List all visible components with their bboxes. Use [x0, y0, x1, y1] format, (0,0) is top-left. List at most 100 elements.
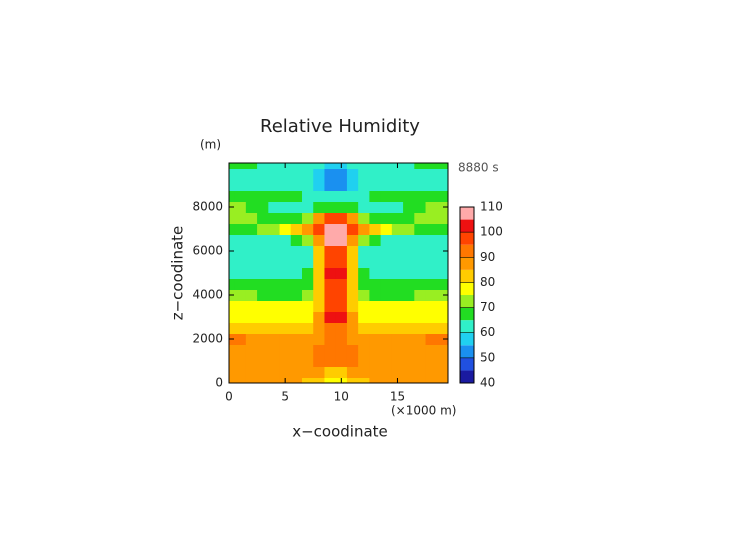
contour-cell — [436, 267, 449, 279]
contour-cell — [302, 168, 314, 180]
contour-cell — [335, 234, 348, 246]
contour-cell — [229, 223, 236, 235]
contour-cell — [425, 322, 438, 334]
contour-cell — [290, 212, 303, 224]
contour-cell — [268, 267, 281, 279]
contour-cell — [414, 333, 427, 345]
contour-cell — [313, 179, 325, 191]
contour-cell — [346, 256, 359, 268]
contour-cell — [268, 179, 281, 191]
contour-cell — [302, 322, 314, 334]
contour-cell — [369, 366, 382, 378]
contour-cell — [257, 245, 269, 257]
contour-cell — [302, 366, 314, 378]
contour-cell — [414, 278, 427, 290]
contour-cell — [369, 355, 382, 367]
contour-cell — [313, 234, 325, 246]
contour-cell — [335, 212, 348, 224]
contour-cell — [358, 311, 370, 323]
contour-cell — [436, 333, 449, 345]
colorbar-segment — [460, 332, 474, 346]
contour-cell — [279, 168, 292, 180]
contour-cell — [403, 212, 415, 224]
contour-cell — [245, 179, 258, 191]
contour-cell — [414, 289, 427, 301]
contour-cell — [358, 190, 370, 202]
y-axis-label: z−coodinate — [169, 226, 187, 321]
contour-cell — [324, 300, 337, 312]
contour-cell — [290, 223, 303, 235]
contour-cell — [346, 300, 359, 312]
contour-cell — [425, 223, 438, 235]
contour-cell — [279, 179, 292, 191]
colorbar-segment — [460, 345, 474, 358]
colorbar-tick-label: 100 — [480, 225, 503, 239]
x-tick-label: 5 — [281, 390, 289, 404]
contour-cell — [229, 163, 236, 169]
contour-cell — [290, 168, 303, 180]
contour-cell — [436, 245, 449, 257]
contour-cell — [257, 190, 269, 202]
contour-cell — [257, 168, 269, 180]
contour-cell — [346, 234, 359, 246]
contour-cell — [436, 366, 449, 378]
colorbar-segment — [460, 357, 474, 371]
contour-cell — [425, 278, 438, 290]
contour-cell — [279, 234, 292, 246]
contour-cell — [324, 311, 337, 323]
contour-cell — [369, 344, 382, 356]
contour-cell — [279, 201, 292, 213]
contour-cell — [380, 168, 393, 180]
contour-cell — [358, 377, 370, 384]
contour-cell — [268, 377, 281, 384]
contour-cell — [391, 300, 404, 312]
y-tick-label: 2000 — [192, 332, 223, 346]
contour-cell — [257, 289, 269, 301]
contour-cell — [245, 278, 258, 290]
contour-cell — [245, 355, 258, 367]
contour-cell — [403, 322, 415, 334]
contour-cell — [229, 344, 236, 356]
contour-cell — [313, 163, 325, 169]
contour-cell — [358, 256, 370, 268]
contour-cell — [380, 333, 393, 345]
contour-cell — [425, 245, 438, 257]
contour-cell — [369, 201, 382, 213]
contour-cell — [346, 223, 359, 235]
contour-cell — [414, 322, 427, 334]
contour-cell — [369, 245, 382, 257]
contour-cell — [257, 179, 269, 191]
contour-cell — [268, 190, 281, 202]
contour-cell — [257, 355, 269, 367]
contour-cell — [414, 168, 427, 180]
contour-cell — [369, 267, 382, 279]
contour-cell — [335, 355, 348, 367]
contour-cell — [380, 234, 393, 246]
x-axis-label: x−coodinate — [292, 423, 388, 441]
contour-cell — [229, 300, 236, 312]
contour-cell — [313, 278, 325, 290]
contour-cell — [290, 267, 303, 279]
contour-cell — [257, 377, 269, 384]
contour-cell — [414, 190, 427, 202]
contour-cell — [313, 245, 325, 257]
contour-cell — [425, 201, 438, 213]
contour-cell — [358, 289, 370, 301]
contour-cell — [229, 355, 236, 367]
contour-cell — [313, 333, 325, 345]
contour-cell — [268, 355, 281, 367]
contour-cell — [380, 355, 393, 367]
contour-cell — [290, 190, 303, 202]
contour-cell — [391, 223, 404, 235]
contour-cell — [290, 234, 303, 246]
contour-cell — [279, 190, 292, 202]
contour-cell — [436, 201, 449, 213]
contour-cell — [257, 366, 269, 378]
contour-cell — [380, 163, 393, 169]
contour-cell — [358, 355, 370, 367]
contour-cell — [346, 267, 359, 279]
contour-cell — [257, 163, 269, 169]
contour-cell — [403, 223, 415, 235]
colorbar-tick-label: 50 — [480, 350, 495, 364]
contour-cell — [313, 256, 325, 268]
